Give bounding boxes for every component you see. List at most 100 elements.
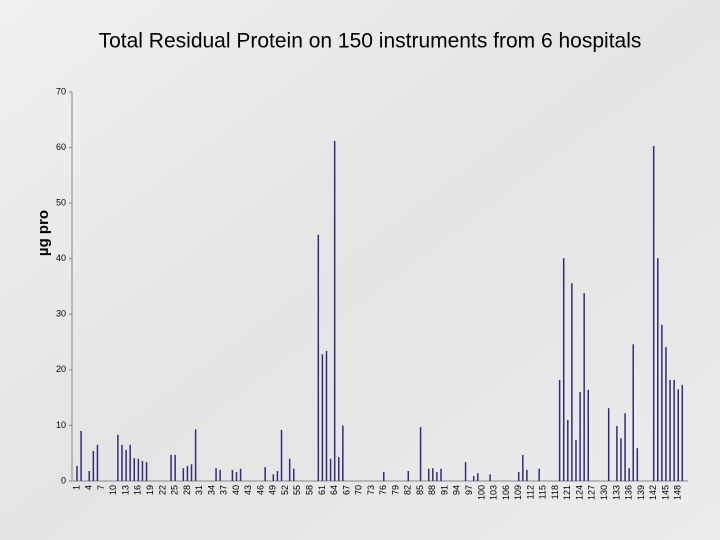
bar	[526, 469, 528, 481]
x-tick-label: 64	[329, 485, 339, 495]
x-tick-label: 52	[280, 485, 290, 495]
x-tick-label: 10	[108, 485, 118, 495]
bar	[517, 472, 520, 481]
x-tick-label: 4	[84, 485, 94, 490]
bar	[477, 473, 479, 481]
y-tick-label: 70	[56, 86, 66, 96]
bar	[669, 379, 671, 481]
y-tick-label: 40	[56, 253, 66, 263]
bar	[681, 384, 684, 481]
bar	[636, 448, 639, 481]
x-tick-label: 28	[182, 485, 192, 495]
x-tick-label: 34	[206, 485, 216, 495]
bar	[293, 468, 295, 481]
x-tick-label: 73	[366, 485, 376, 495]
bar	[170, 454, 172, 481]
bar	[231, 469, 234, 481]
bar	[174, 454, 176, 481]
y-tick-label: 50	[56, 198, 66, 208]
y-tick-label: 10	[56, 420, 66, 430]
x-tick-label: 115	[538, 485, 548, 499]
x-tick-label: 133	[611, 485, 621, 500]
x-tick-label: 25	[170, 485, 180, 495]
bar	[141, 460, 144, 481]
bar	[562, 258, 565, 481]
x-tick-label: 19	[145, 485, 155, 495]
bar	[624, 413, 626, 481]
bar	[333, 140, 336, 481]
x-tick-label: 70	[354, 485, 364, 495]
bar	[583, 293, 585, 481]
bar	[628, 468, 630, 481]
x-tick-label: 1	[71, 485, 81, 490]
bar	[607, 408, 610, 481]
x-tick-label: 7	[96, 485, 106, 490]
bar	[80, 430, 82, 481]
x-tick-label: 67	[341, 485, 351, 495]
bar	[464, 462, 467, 481]
bar	[620, 438, 622, 481]
x-tick-label: 124	[574, 485, 584, 500]
y-tick-label: 20	[56, 364, 66, 374]
x-tick-label: 139	[636, 485, 646, 500]
x-tick-label: 76	[378, 485, 388, 495]
x-tick-label: 121	[562, 485, 572, 500]
x-tick-label: 22	[157, 485, 167, 495]
x-tick-label: 37	[219, 485, 229, 495]
bar	[145, 462, 148, 481]
bar	[137, 458, 140, 481]
x-tick-label: 46	[255, 485, 265, 495]
bar	[587, 389, 589, 481]
x-tick-label: 31	[194, 485, 204, 495]
bar	[558, 379, 561, 481]
x-tick-label: 112	[525, 485, 535, 499]
x-tick-label: 148	[673, 485, 683, 500]
y-axis-label: µg pro	[35, 210, 52, 256]
x-tick-label: 91	[439, 485, 449, 495]
bar	[325, 350, 328, 481]
bar	[677, 389, 679, 481]
bar	[567, 419, 569, 481]
bar	[129, 444, 131, 481]
bar	[329, 458, 332, 481]
x-tick-label: 109	[513, 485, 523, 500]
bar	[280, 429, 283, 481]
bar	[673, 379, 675, 481]
x-tick-label: 106	[501, 485, 511, 500]
bar	[579, 392, 581, 481]
bar	[616, 425, 618, 481]
bar	[632, 344, 634, 481]
bar	[117, 434, 119, 481]
x-tick-label: 100	[476, 485, 486, 500]
y-tick-label: 60	[56, 142, 66, 152]
bar	[419, 427, 422, 481]
x-tick-label: 88	[427, 485, 437, 495]
bar	[383, 472, 385, 481]
x-tick-label: 58	[305, 485, 315, 495]
y-tick-label: 0	[61, 475, 66, 485]
x-tick-label: 61	[317, 485, 327, 495]
bar	[342, 425, 344, 481]
bar	[571, 283, 573, 481]
chart-title: Total Residual Protein on 150 instrument…	[99, 30, 642, 53]
bar	[427, 468, 430, 481]
bar	[194, 429, 197, 481]
x-tick-label: 55	[292, 485, 302, 495]
x-tick-label: 142	[648, 485, 658, 500]
bar	[235, 472, 238, 481]
bar	[432, 468, 434, 481]
bar	[440, 468, 442, 481]
bar	[88, 470, 91, 481]
x-tick-label: 85	[415, 485, 425, 495]
bar	[125, 449, 127, 481]
bar	[652, 145, 655, 481]
x-tick-label: 127	[587, 485, 597, 500]
x-tick-label: 136	[624, 485, 634, 500]
x-tick-label: 82	[403, 485, 413, 495]
bar	[190, 464, 193, 481]
x-tick-label: 13	[120, 485, 130, 495]
bar	[239, 468, 242, 481]
